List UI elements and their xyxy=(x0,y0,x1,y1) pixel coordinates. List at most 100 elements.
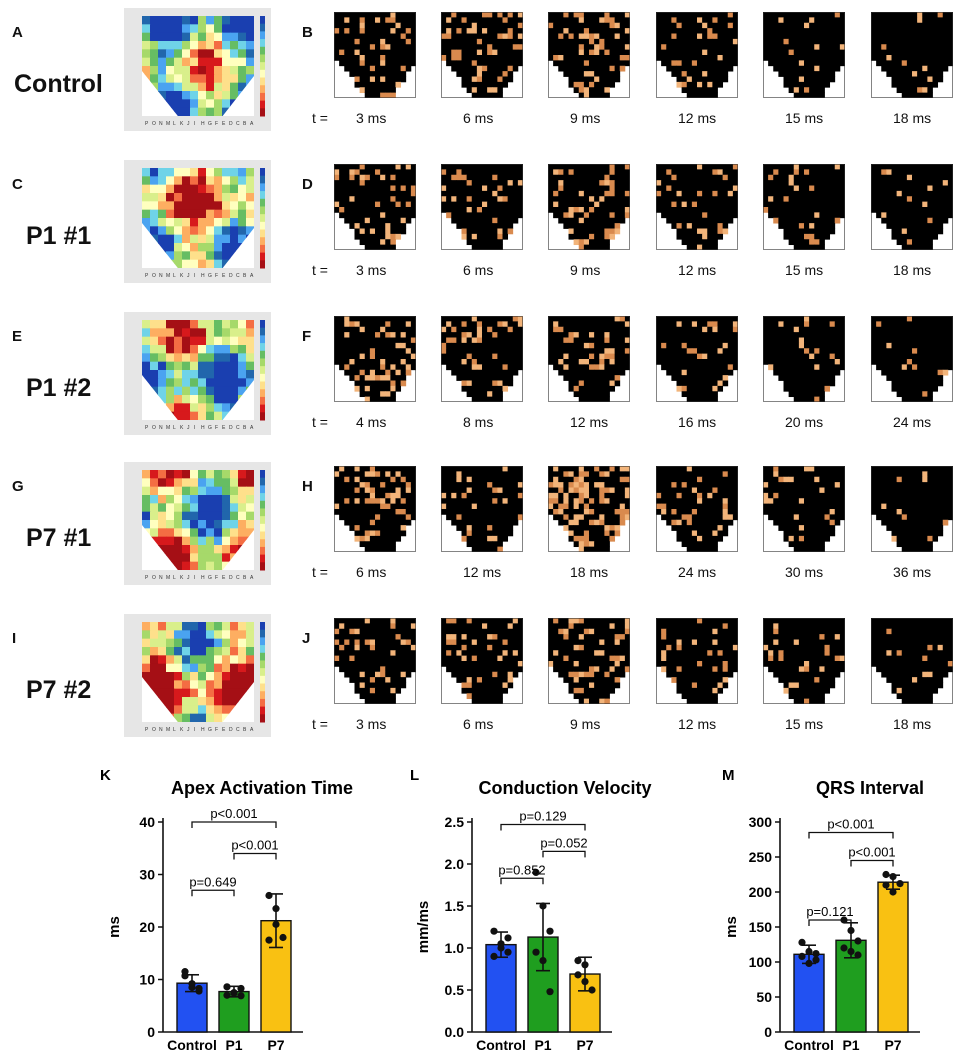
activation-frame-image xyxy=(763,164,846,251)
category-label: P7 xyxy=(576,1037,593,1053)
activation-frame-image xyxy=(441,12,524,99)
heatmap-axis-letter: G xyxy=(208,121,212,127)
time-label: 18 ms xyxy=(570,564,609,580)
heatmap-axis-letter: B xyxy=(243,727,247,733)
heatmap-axis-letter: B xyxy=(243,425,247,431)
heatmap-axis-letter: N xyxy=(159,575,163,581)
group-label: P7 #1 xyxy=(26,524,92,552)
heatmap-axis-letter: L xyxy=(173,425,176,431)
chart-title: Conduction Velocity xyxy=(478,778,651,798)
data-point xyxy=(223,991,231,999)
time-label: 3 ms xyxy=(356,110,387,126)
heatmap-axis-letter: J xyxy=(187,727,190,733)
data-point xyxy=(812,956,820,964)
heatmap-axis-letter: P xyxy=(145,425,149,431)
time-label: 6 ms xyxy=(463,716,494,732)
p-value-label: p<0.001 xyxy=(231,838,278,853)
data-point xyxy=(188,980,196,988)
category-label: P7 xyxy=(884,1037,901,1053)
significance-bracket xyxy=(850,859,894,867)
heatmap-axis-letter: M xyxy=(166,425,170,431)
heatmap-axis-letter: J xyxy=(187,273,190,279)
heatmap-axis-letter: I xyxy=(194,273,195,279)
significance-bracket xyxy=(233,852,277,860)
y-tick-label: 20 xyxy=(139,919,155,935)
data-point xyxy=(546,988,554,996)
activation-frame xyxy=(871,618,954,705)
heatmap-axis-letter: E xyxy=(222,575,226,581)
activation-frame xyxy=(548,12,631,99)
heatmap-axis-letter: F xyxy=(215,121,218,127)
activation-frame-image xyxy=(548,164,631,251)
activation-frame-image xyxy=(441,466,524,553)
heatmap-axis-letter: K xyxy=(180,575,184,581)
y-tick-label: 2.0 xyxy=(445,856,465,872)
heatmap-axis-letter: O xyxy=(152,575,156,581)
heatmap-axis-letter: C xyxy=(236,273,240,279)
heatmap-axis-letter: M xyxy=(166,575,170,581)
p-value-label: p<0.001 xyxy=(827,817,874,832)
significance-bracket xyxy=(500,877,544,885)
bar-charts: K Apex Activation Time 0 10 20 30 40 ms Control P… xyxy=(100,767,924,1053)
activation-frame-image xyxy=(763,618,846,705)
heatmap-axis-letter: N xyxy=(159,121,163,127)
heatmap-axis-letter: P xyxy=(145,727,149,733)
heatmap-axis-letter: C xyxy=(236,575,240,581)
data-point xyxy=(574,971,582,979)
heatmap-axis-letter: D xyxy=(229,575,233,581)
heatmap-axis-letter: A xyxy=(250,575,254,581)
data-point xyxy=(889,888,897,896)
data-point xyxy=(490,952,498,960)
y-tick-label: 0 xyxy=(147,1024,155,1040)
activation-frame-image xyxy=(441,164,524,251)
activation-frame-image xyxy=(871,466,954,553)
heatmap-axis-letter: E xyxy=(222,727,226,733)
p-value-label: p=0.649 xyxy=(189,874,236,889)
activation-frame xyxy=(548,618,631,705)
data-point xyxy=(812,950,820,958)
activation-frame xyxy=(871,164,954,251)
heatmap-axis-letter: H xyxy=(201,121,205,127)
heatmap-axis-letter: K xyxy=(180,121,184,127)
activation-frame xyxy=(441,466,524,553)
activation-frame-image xyxy=(763,466,846,553)
time-label: 30 ms xyxy=(785,564,824,580)
heatmap-axis-letter: L xyxy=(173,121,176,127)
heatmap-axis-letter: O xyxy=(152,425,156,431)
panel-letter: J xyxy=(302,630,311,647)
data-point xyxy=(896,880,904,888)
panel-letter: I xyxy=(12,630,17,647)
data-point xyxy=(574,957,582,965)
heatmap-axis-letter: B xyxy=(243,575,247,581)
activation-frame-image xyxy=(441,316,524,403)
data-point xyxy=(847,947,855,956)
heatmap-axis-letter: L xyxy=(173,273,176,279)
activation-frame-image xyxy=(656,466,739,553)
time-label: 15 ms xyxy=(785,110,824,126)
heatmap-axis-letter: I xyxy=(194,727,195,733)
heatmap-axis-letter: D xyxy=(229,727,233,733)
y-tick-label: 200 xyxy=(749,884,773,900)
activation-frame xyxy=(763,12,846,99)
bar-p1 xyxy=(218,990,250,1033)
activation-frame xyxy=(656,12,739,99)
data-point xyxy=(265,936,273,944)
heatmap-axis-letter: F xyxy=(215,575,218,581)
activation-frame xyxy=(763,164,846,251)
time-label: 9 ms xyxy=(570,262,601,278)
time-prefix: t = xyxy=(312,262,328,278)
time-label: 12 ms xyxy=(678,262,717,278)
data-point xyxy=(532,868,540,876)
category-label: P1 xyxy=(534,1037,551,1053)
heatmap-axis-letter: M xyxy=(166,121,170,127)
time-label: 6 ms xyxy=(463,262,494,278)
y-tick-label: 40 xyxy=(139,814,155,830)
activation-frame-image xyxy=(763,12,846,99)
activation-frame xyxy=(548,164,631,251)
heatmap-axis-letter: L xyxy=(173,575,176,581)
